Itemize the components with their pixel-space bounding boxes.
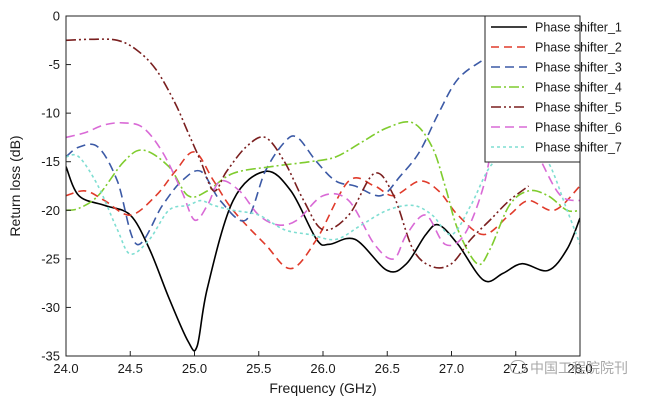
y-tick-label: 0 (53, 9, 60, 24)
y-tick-label: -35 (41, 349, 60, 364)
y-tick-label: -5 (48, 57, 60, 72)
series-line-6 (66, 102, 580, 260)
y-axis-label: Return loss (dB) (7, 135, 23, 236)
axis-ticks: 24.0 24.5 25.0 25.5 26.0 26.5 27.0 27.5 28.00-5-… (41, 9, 592, 377)
y-tick-label: -20 (41, 203, 60, 218)
watermark: 中国工程院院刊 (510, 358, 628, 378)
series-layer (66, 38, 580, 352)
x-tick-label: 26.0 (310, 361, 335, 376)
legend-label-3: Phase shifter_3 (535, 61, 622, 75)
legend-box (484, 15, 581, 163)
legend-label-5: Phase shifter_5 (535, 101, 622, 115)
x-axis-label: Frequency (GHz) (269, 380, 376, 396)
series-line-7 (66, 145, 580, 255)
y-tick-label: -30 (41, 300, 60, 315)
series-line-1 (66, 166, 580, 352)
y-tick-label: -10 (41, 106, 60, 121)
series-line-4 (66, 121, 580, 266)
series-line-5 (66, 38, 530, 269)
x-tick-label: 27.0 (439, 361, 464, 376)
y-tick-label: -25 (41, 251, 60, 266)
x-tick-label: 25.0 (182, 361, 207, 376)
series-line-3 (66, 46, 580, 246)
series-line-2 (66, 151, 580, 270)
legend-label-6: Phase shifter_6 (535, 121, 622, 135)
legend-label-2: Phase shifter_2 (535, 41, 622, 55)
x-tick-label: 25.5 (246, 361, 271, 376)
legend-label-4: Phase shifter_4 (535, 81, 622, 95)
x-tick-label: 24.5 (118, 361, 143, 376)
legend: Phase shifter_1 Phase shifter_2 Phase shif… (484, 15, 622, 163)
x-tick-label: 28.0 (567, 361, 592, 376)
wechat-icon (510, 360, 526, 374)
y-tick-label: -15 (41, 154, 60, 169)
x-tick-label: 24.0 (53, 361, 78, 376)
legend-label-1: Phase shifter_1 (535, 21, 622, 35)
watermark-text: 中国工程院院刊 (530, 361, 628, 377)
legend-label-7: Phase shifter_7 (535, 141, 622, 155)
x-tick-label: 26.5 (375, 361, 400, 376)
